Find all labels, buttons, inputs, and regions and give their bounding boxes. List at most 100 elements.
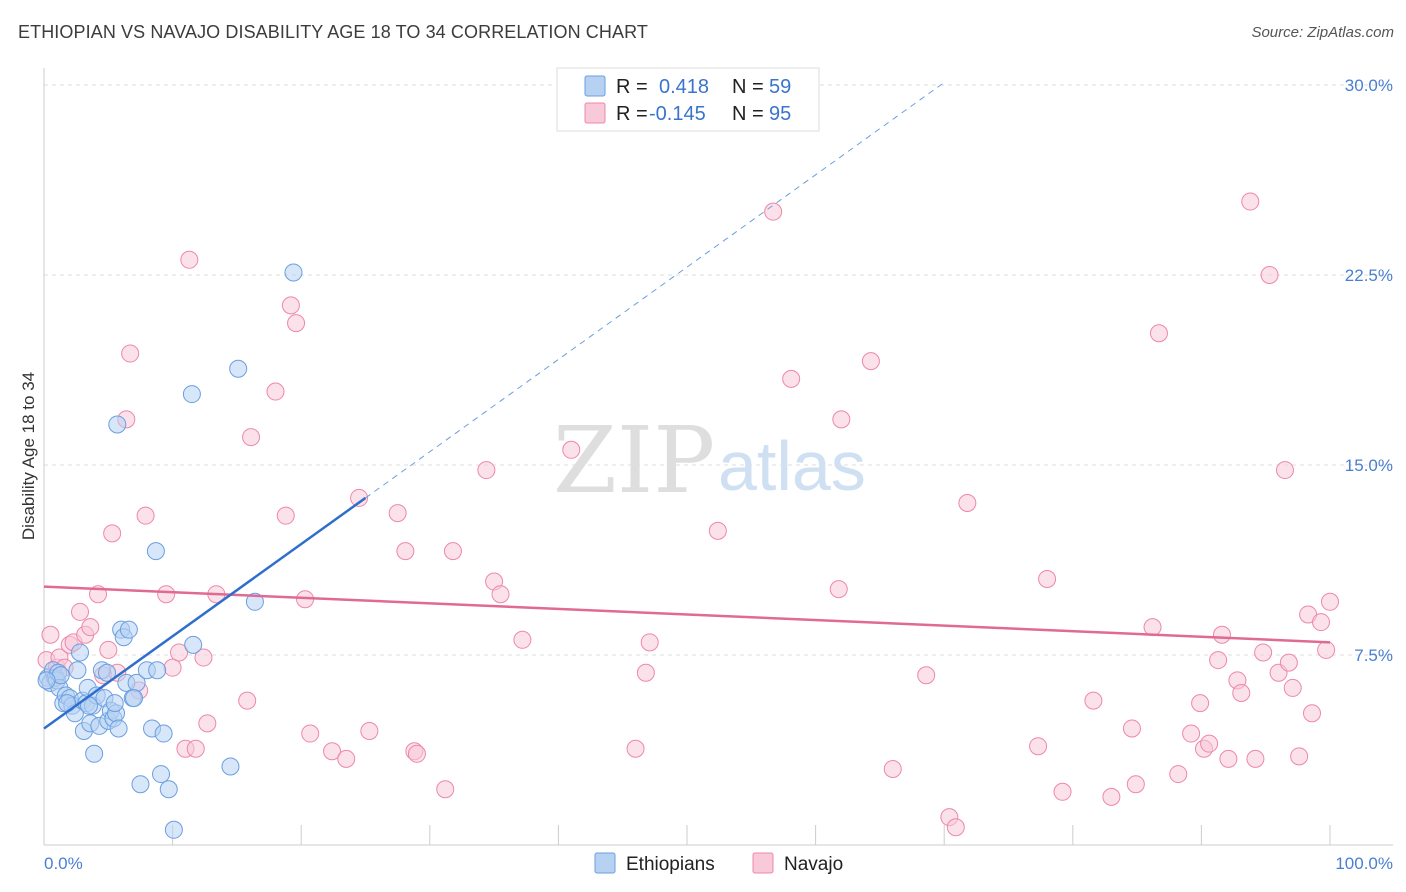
- navajo-point: [1122, 719, 1141, 738]
- ethiopian-point: [184, 635, 203, 654]
- x-tick-label-max: 100.0%: [1335, 854, 1393, 873]
- y-tick-label: 22.5%: [1345, 266, 1393, 285]
- chart-title: ETHIOPIAN VS NAVAJO DISABILITY AGE 18 TO…: [18, 22, 648, 42]
- ethiopians-trendline-extension: [365, 82, 945, 499]
- navajo-point: [1143, 618, 1162, 637]
- watermark-atlas: atlas: [718, 427, 866, 505]
- legend-r-label-ethiopians: R =: [616, 76, 648, 98]
- navajo-point: [958, 494, 977, 512]
- navajo-point: [513, 630, 532, 649]
- navajo-point: [301, 724, 320, 743]
- navajo-point: [198, 714, 217, 733]
- navajo-point: [636, 663, 655, 682]
- navajo-point: [121, 344, 140, 363]
- navajo-point: [157, 585, 176, 604]
- navajo-point: [1029, 737, 1048, 756]
- ethiopian-points: [37, 263, 303, 839]
- ethiopian-point: [68, 661, 87, 680]
- y-tick-labels: 7.5% 15.0% 22.5% 30.0%: [1345, 76, 1393, 665]
- navajo-point: [829, 580, 848, 599]
- navajo-point: [1232, 684, 1251, 702]
- y-axis-label: Disability Age 18 to 34: [19, 372, 38, 540]
- navajo-point: [1084, 691, 1103, 710]
- navajo-point: [491, 585, 510, 604]
- ethiopian-point: [108, 415, 127, 434]
- navajo-point: [281, 296, 300, 315]
- navajo-point: [81, 618, 100, 637]
- navajo-point: [1283, 678, 1302, 697]
- series-legend-swatch-ethiopians: [594, 852, 616, 874]
- axes: [43, 68, 1393, 846]
- ethiopian-point: [154, 724, 173, 743]
- navajo-point: [1182, 724, 1201, 743]
- ethiopian-point: [159, 780, 178, 799]
- navajo-point: [562, 440, 581, 459]
- y-tick-label: 30.0%: [1345, 76, 1393, 95]
- ethiopian-point: [71, 643, 90, 662]
- navajo-point: [443, 542, 462, 561]
- navajo-point: [163, 658, 182, 677]
- navajo-point: [136, 506, 155, 525]
- ethiopian-point: [37, 671, 56, 690]
- ethiopian-point: [119, 620, 138, 639]
- navajo-point: [266, 382, 285, 401]
- ethiopian-point: [182, 385, 201, 404]
- navajo-point: [1241, 192, 1260, 211]
- navajo-point: [708, 521, 727, 540]
- navajo-point: [1321, 592, 1339, 611]
- navajo-point: [1053, 782, 1072, 801]
- navajo-point: [640, 633, 659, 652]
- navajo-point: [180, 250, 199, 269]
- navajo-point: [323, 742, 342, 761]
- navajo-point: [71, 602, 90, 621]
- navajo-point: [1212, 625, 1231, 644]
- navajo-point: [626, 739, 645, 758]
- navajo-point: [103, 524, 122, 543]
- series-legend-label-navajo: Navajo: [784, 854, 843, 875]
- watermark-zip: ZIP: [553, 407, 715, 514]
- navajo-point: [832, 410, 851, 429]
- navajo-point: [1275, 461, 1294, 480]
- watermark: ZIP atlas: [553, 407, 866, 514]
- y-tick-label: 7.5%: [1354, 646, 1393, 665]
- navajo-point: [1219, 749, 1238, 768]
- navajo-point: [1260, 266, 1279, 284]
- y-tick-label: 15.0%: [1345, 456, 1393, 475]
- navajo-point: [764, 202, 783, 221]
- series-legend-label-ethiopians: Ethiopians: [626, 854, 715, 875]
- ethiopian-point: [131, 775, 150, 794]
- navajo-point: [1200, 734, 1219, 753]
- navajo-point: [170, 643, 189, 662]
- navajo-point: [1102, 787, 1121, 806]
- navajo-point: [1191, 694, 1210, 713]
- navajo-point: [396, 542, 415, 561]
- navajo-point: [1290, 747, 1309, 766]
- navajo-point: [1302, 704, 1321, 723]
- ethiopian-point: [164, 820, 183, 839]
- ethiopian-point: [146, 542, 165, 561]
- navajo-point: [782, 369, 801, 388]
- ethiopian-point: [98, 663, 117, 682]
- navajo-point: [883, 760, 902, 778]
- legend-swatch-ethiopians: [584, 75, 606, 97]
- navajo-point: [41, 625, 60, 644]
- x-ticks: [172, 825, 1331, 845]
- navajo-point: [946, 818, 965, 837]
- ethiopian-point: [152, 765, 171, 784]
- navajo-point: [1279, 653, 1298, 672]
- legend-swatch-navajo: [584, 102, 606, 124]
- legend-n-label-ethiopians: N =: [732, 76, 764, 98]
- navajo-point: [1209, 651, 1228, 670]
- legend-n-label-navajo: N =: [732, 103, 764, 125]
- navajo-point: [1038, 570, 1057, 588]
- series-legend-swatch-navajo: [752, 852, 774, 874]
- navajo-point: [242, 428, 261, 447]
- navajo-point: [436, 780, 455, 799]
- ethiopian-point: [229, 359, 248, 378]
- ethiopian-point: [245, 592, 264, 611]
- ethiopian-point: [221, 757, 240, 776]
- navajo-point: [861, 352, 880, 371]
- x-tick-label-min: 0.0%: [44, 854, 83, 873]
- ethiopian-point: [105, 694, 124, 713]
- navajo-point: [388, 504, 407, 523]
